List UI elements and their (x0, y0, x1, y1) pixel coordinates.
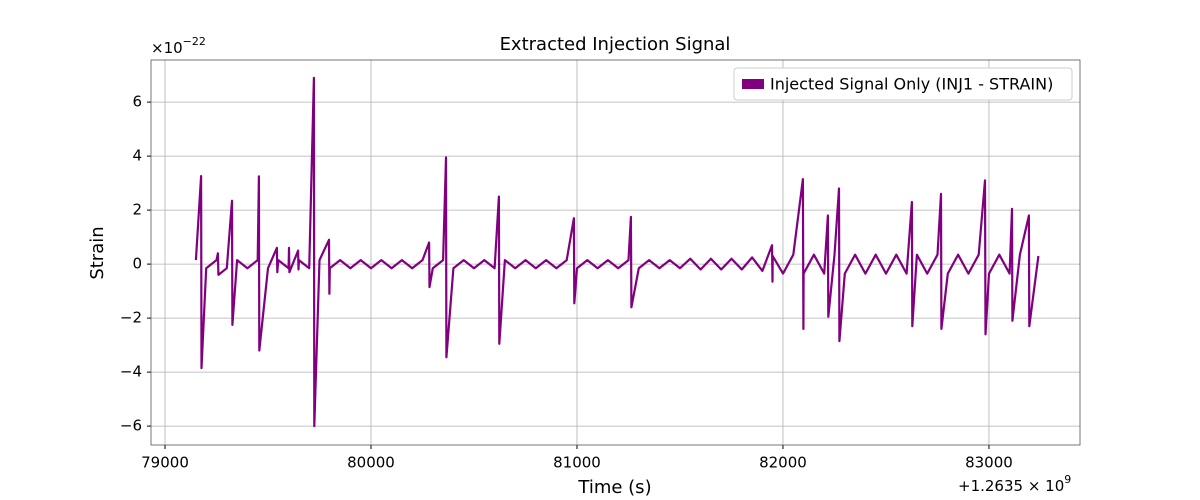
y-tick-label: 0 (132, 255, 142, 273)
legend-swatch (742, 79, 764, 89)
legend-label: Injected Signal Only (INJ1 - STRAIN) (770, 75, 1053, 94)
x-offset-exponent: 9 (1064, 473, 1071, 486)
chart-title: Extracted Injection Signal (500, 34, 731, 55)
y-offset: ×10−22 (151, 35, 206, 57)
x-axis-label: Time (s) (577, 477, 651, 498)
y-axis-label: Strain (87, 226, 108, 279)
x-tick-label: 81000 (553, 454, 601, 472)
x-tick-label: 79000 (141, 454, 189, 472)
x-tick-label: 83000 (965, 454, 1013, 472)
y-tick-label: −4 (120, 363, 142, 381)
x-tick-label: 80000 (347, 454, 395, 472)
plot-frame (150, 59, 1081, 446)
x-offset: +1.2635 × 109 (958, 473, 1071, 495)
legend-box (733, 67, 1073, 101)
y-tick-label: −2 (120, 309, 142, 327)
y-offset-base: ×10 (151, 39, 183, 57)
x-tick-label: 82000 (759, 454, 807, 472)
legend: Injected Signal Only (INJ1 - STRAIN) (733, 67, 1073, 101)
x-offset-base: +1.2635 × 10 (958, 477, 1064, 495)
y-offset-exponent: −22 (183, 35, 206, 48)
y-tick-label: 4 (132, 147, 142, 165)
y-tick-label: 2 (132, 201, 142, 219)
y-tick-label: −6 (120, 417, 142, 435)
signal-line (194, 76, 1040, 428)
y-tick-label: 6 (132, 93, 142, 111)
